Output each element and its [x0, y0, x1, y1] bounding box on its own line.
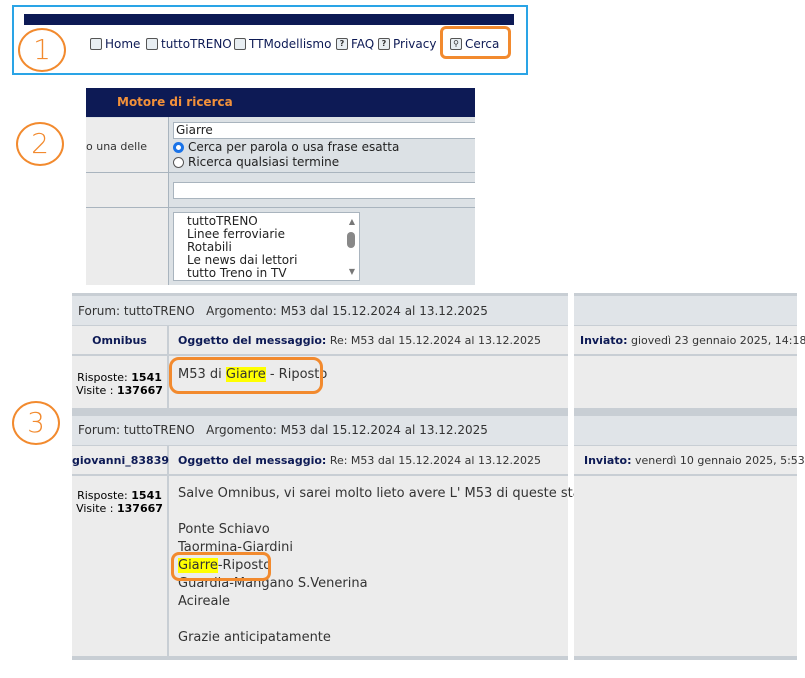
search-query-input[interactable]: Giarre [173, 122, 475, 139]
subject-link[interactable]: Re: M53 dal 15.12.2024 al 13.12.2025 [329, 334, 541, 347]
body-cell [169, 356, 568, 408]
forum-link[interactable]: tuttoTRENO [123, 423, 195, 437]
nav-faq[interactable]: ? FAQ [336, 37, 374, 51]
radio-any[interactable]: Ricerca qualsiasi termine [173, 155, 339, 169]
sent-cell [574, 446, 797, 474]
screenshot-gap [568, 293, 574, 660]
list-item[interactable]: Le news dai lettori [187, 253, 298, 267]
search-form: Motore di ricerca o una delle Giarre Cer… [86, 88, 475, 285]
label-cell [86, 118, 168, 172]
subject: Oggetto del messaggio: Re: M53 dal 15.12… [178, 454, 541, 467]
forum-row [72, 416, 568, 445]
nav-ttmodellismo[interactable]: TTModellismo [234, 37, 331, 51]
nav-label: Cerca [465, 37, 500, 51]
callout-3: 3 [12, 401, 60, 445]
body-cell [169, 476, 568, 656]
stats: Risposte: 1541 Visite : 137667 [76, 489, 163, 515]
nav-tuttotreno[interactable]: tuttoTRENO [146, 37, 232, 51]
forum-link[interactable]: tuttoTRENO [123, 304, 195, 318]
highlight-result-2 [171, 552, 271, 581]
forum-row-right [574, 296, 797, 325]
label-cell [86, 173, 168, 207]
search-terms-label: o una delle [86, 140, 148, 153]
help-icon: ? [378, 38, 390, 50]
radio-label: Ricerca qualsiasi termine [188, 155, 340, 169]
list-item[interactable]: Rotabili [187, 240, 232, 254]
nav-panel: Home tuttoTRENO TTModellismo ? FAQ ? Priva… [12, 5, 528, 75]
header-bar [24, 14, 514, 25]
scrollbar-thumb[interactable] [347, 232, 355, 248]
nav-label: TTModellismo [249, 37, 332, 51]
label-cell [86, 208, 168, 285]
radio-unchecked[interactable] [173, 156, 184, 168]
author-input[interactable] [173, 182, 475, 199]
nav-label: Home [105, 37, 141, 51]
highlight-cerca [440, 26, 511, 59]
search-results: Forum: tuttoTRENO Argomento: M53 dal 15.… [72, 293, 805, 660]
stats: Risposte: 1541 Visite : 137667 [76, 371, 163, 397]
stats-cell [72, 356, 167, 408]
nav-label: tuttoTRENO [161, 37, 232, 51]
forum-listbox[interactable]: tuttoTRENO Linee ferroviarie Rotabili Le… [173, 212, 360, 281]
sent-date: Inviato: venerdì 10 gennaio 2025, 5:53 [584, 454, 805, 467]
author-cell [72, 326, 167, 354]
scroll-down-icon[interactable]: ▼ [348, 267, 355, 276]
subject-cell [169, 326, 568, 354]
radio-exact[interactable]: Cerca per parola o usa frase esatta [173, 140, 399, 154]
list-item[interactable]: Linee ferroviarie [187, 227, 285, 241]
scroll-up-icon[interactable]: ▲ [348, 217, 355, 226]
forum-info: Forum: tuttoTRENO Argomento: M53 dal 15.… [78, 304, 488, 318]
list-item[interactable]: tuttoTRENO [187, 214, 258, 228]
search-title: Motore di ricerca [86, 88, 475, 117]
radio-checked[interactable] [173, 141, 184, 153]
author-link[interactable]: Omnibus [92, 334, 147, 347]
nav-privacy[interactable]: ? Privacy [378, 37, 436, 51]
page-icon [146, 38, 158, 50]
author-cell [72, 446, 167, 474]
body-cell-right [574, 476, 797, 656]
nav-label: Privacy [393, 37, 437, 51]
list-item[interactable]: tutto Treno in TV [187, 266, 287, 280]
author-link[interactable]: giovanni_83839 [72, 454, 169, 467]
sent-cell [574, 326, 797, 354]
forum-info: Forum: tuttoTRENO Argomento: M53 dal 15.… [78, 423, 488, 437]
highlight-result-1 [169, 357, 323, 394]
subject-link[interactable]: Re: M53 dal 15.12.2024 al 13.12.2025 [329, 454, 541, 467]
divider [86, 172, 475, 173]
callout-2: 2 [16, 122, 64, 166]
forum-row [72, 296, 568, 325]
topic-link[interactable]: M53 dal 15.12.2024 al 13.12.2025 [280, 304, 488, 318]
nav-cerca[interactable]: ⚲ Cerca [450, 37, 499, 51]
page-icon [234, 38, 246, 50]
column-divider [168, 117, 169, 285]
message-body: M53 di Giarre - Riposto [178, 367, 328, 382]
forum-row-right [574, 416, 797, 445]
nav-home[interactable]: Home [90, 37, 140, 51]
nav-label: FAQ [351, 37, 375, 51]
divider [86, 207, 475, 208]
topic-link[interactable]: M53 dal 15.12.2024 al 13.12.2025 [280, 423, 488, 437]
page-icon [90, 38, 102, 50]
radio-label: Cerca per parola o usa frase esatta [188, 140, 400, 154]
help-icon: ? [336, 38, 348, 50]
subject: Oggetto del messaggio: Re: M53 dal 15.12… [178, 334, 541, 347]
body-cell-right [574, 356, 797, 408]
search-icon: ⚲ [450, 38, 462, 50]
callout-1: 1 [18, 28, 66, 72]
message-body: Salve Omnibus, vi sarei molto lieto aver… [178, 486, 616, 645]
stats-cell [72, 476, 167, 656]
sent-date: Inviato: giovedì 23 gennaio 2025, 14:18 [580, 334, 805, 347]
subject-cell [169, 446, 568, 474]
